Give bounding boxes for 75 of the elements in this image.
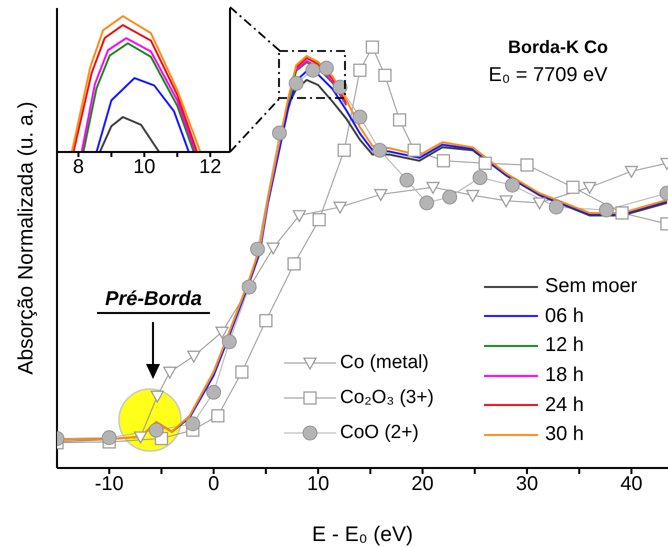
legend-label: 18 h (545, 364, 584, 388)
point (520, 158, 534, 172)
point (185, 416, 200, 432)
point (442, 190, 458, 204)
point (392, 113, 406, 127)
point (624, 166, 638, 178)
point (305, 62, 320, 78)
x-axis-title: E - E₀ (eV) (312, 523, 413, 546)
legend-label: Sem moer (545, 275, 638, 298)
point (472, 170, 488, 186)
point (211, 409, 224, 422)
point (598, 202, 614, 218)
point (235, 365, 248, 379)
point (148, 422, 164, 438)
point (615, 206, 629, 220)
legend-label: Co₂O₃ (3+) (340, 386, 434, 408)
legend-label: 30 h (545, 423, 584, 446)
point (583, 182, 596, 194)
point (500, 195, 513, 208)
point (187, 350, 200, 363)
point (292, 210, 306, 222)
legend-label: Co (metal) (340, 352, 429, 374)
x-tick-label: 10 (133, 156, 156, 178)
point (504, 178, 520, 193)
y-axis-title: Absorção Normalizada (u. a.) (14, 101, 38, 375)
point (287, 257, 301, 270)
point (374, 189, 388, 202)
annotation: Pré-Borda (97, 288, 210, 314)
point (548, 200, 564, 214)
point (288, 76, 304, 91)
legend-label: CoO (2+) (340, 422, 419, 444)
x-tick-label: 8 (72, 156, 84, 178)
point (206, 384, 222, 400)
point (242, 280, 257, 294)
x-tick-label: 12 (199, 156, 222, 178)
legend-label: 06 h (545, 304, 584, 328)
point (478, 156, 492, 170)
point (532, 197, 546, 210)
point (408, 144, 421, 157)
point (150, 390, 164, 403)
point (466, 190, 480, 202)
point (272, 126, 287, 140)
point (352, 110, 368, 124)
x-tick-label: 20 (411, 473, 434, 496)
annotation: Borda-K Co (507, 37, 609, 58)
point (312, 213, 326, 226)
point (426, 182, 440, 194)
point (338, 144, 351, 157)
point (332, 80, 348, 95)
point (436, 154, 450, 168)
x-tick-label: 0 (208, 473, 220, 496)
point (266, 242, 280, 254)
point (163, 366, 176, 379)
x-tick-label: 30 (516, 473, 538, 496)
point (215, 326, 229, 339)
x-tick-label: 40 (620, 473, 643, 496)
x-tick-label: 10 (306, 473, 330, 496)
point (399, 172, 414, 188)
point (353, 64, 366, 77)
legend-label: 24 h (545, 394, 584, 417)
point (333, 202, 347, 214)
point (378, 68, 392, 82)
point (366, 40, 380, 54)
point (259, 314, 272, 328)
point (319, 60, 334, 76)
x-tick-label: -10 (94, 473, 124, 496)
annotation: E₀ = 7709 eV (488, 64, 608, 86)
point (134, 431, 148, 444)
point (566, 180, 580, 194)
legend-label: 12 h (545, 334, 584, 358)
point (222, 334, 237, 350)
point (372, 142, 388, 158)
point (419, 195, 434, 210)
point (250, 242, 265, 257)
point (102, 430, 117, 446)
